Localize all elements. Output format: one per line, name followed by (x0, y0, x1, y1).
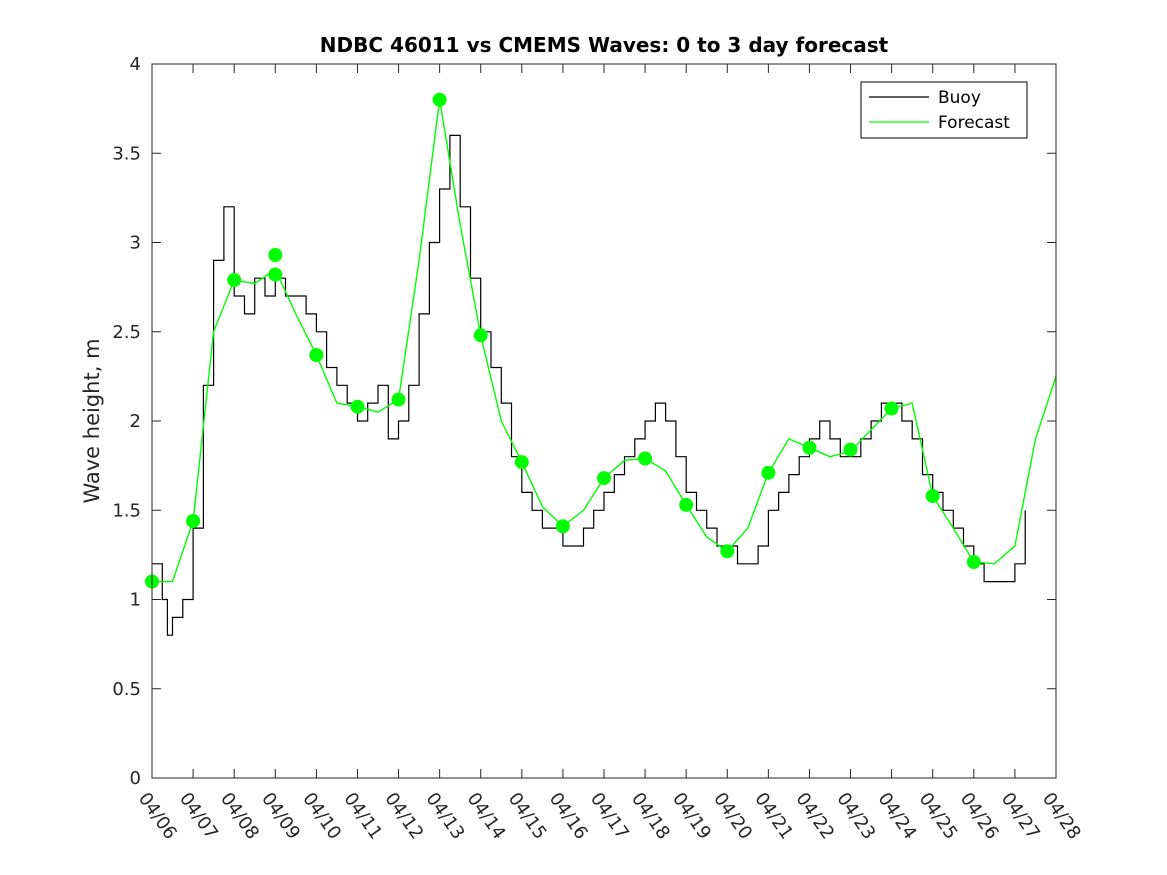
forecast-start-marker (843, 442, 858, 457)
y-tick-label: 2 (130, 411, 141, 432)
y-tick-label: 1.5 (112, 500, 141, 521)
forecast-start-marker (720, 544, 735, 559)
forecast-start-marker (884, 401, 899, 416)
y-tick-label: 3 (130, 233, 141, 254)
forecast-start-marker (432, 92, 447, 107)
buoy-series-line (152, 134, 1026, 636)
legend-box (860, 81, 1028, 139)
forecast-start-marker (966, 555, 981, 569)
legend-label-buoy: Buoy (938, 88, 981, 108)
legend-label-forecast: Forecast (938, 113, 1010, 133)
y-tick-label: 3.5 (112, 143, 141, 164)
y-tick-label: 4 (130, 54, 141, 75)
forecast-start-marker (186, 514, 201, 528)
y-tick-label: 0.5 (112, 679, 141, 700)
forecast-start-marker (391, 392, 406, 407)
forecast-start-marker (350, 399, 365, 414)
forecast-start-marker (473, 328, 488, 343)
forecast-start-marker (638, 451, 653, 466)
y-tick-label: 0 (130, 768, 141, 789)
y-axis-label: Wave height, m (80, 338, 104, 503)
forecast-start-marker (555, 519, 570, 534)
forecast-start-marker (679, 497, 694, 512)
forecast-start-marker (309, 348, 324, 362)
forecast-start-marker (925, 489, 940, 503)
forecast-start-marker (761, 465, 776, 480)
forecast-start-marker (802, 440, 817, 455)
plot-frame (151, 63, 1057, 779)
y-tick-label: 1 (130, 590, 141, 611)
forecast-start-marker (597, 471, 611, 486)
forecast-start-marker (514, 455, 529, 470)
forecast-start-marker (227, 273, 242, 287)
y-tick-label: 2.5 (112, 322, 141, 343)
legend: Buoy Forecast (860, 81, 1028, 139)
forecast-start-marker (268, 267, 283, 282)
forecast-start-marker (268, 248, 283, 262)
chart-title: NDBC 46011 vs CMEMS Waves: 0 to 3 day fo… (320, 33, 889, 57)
